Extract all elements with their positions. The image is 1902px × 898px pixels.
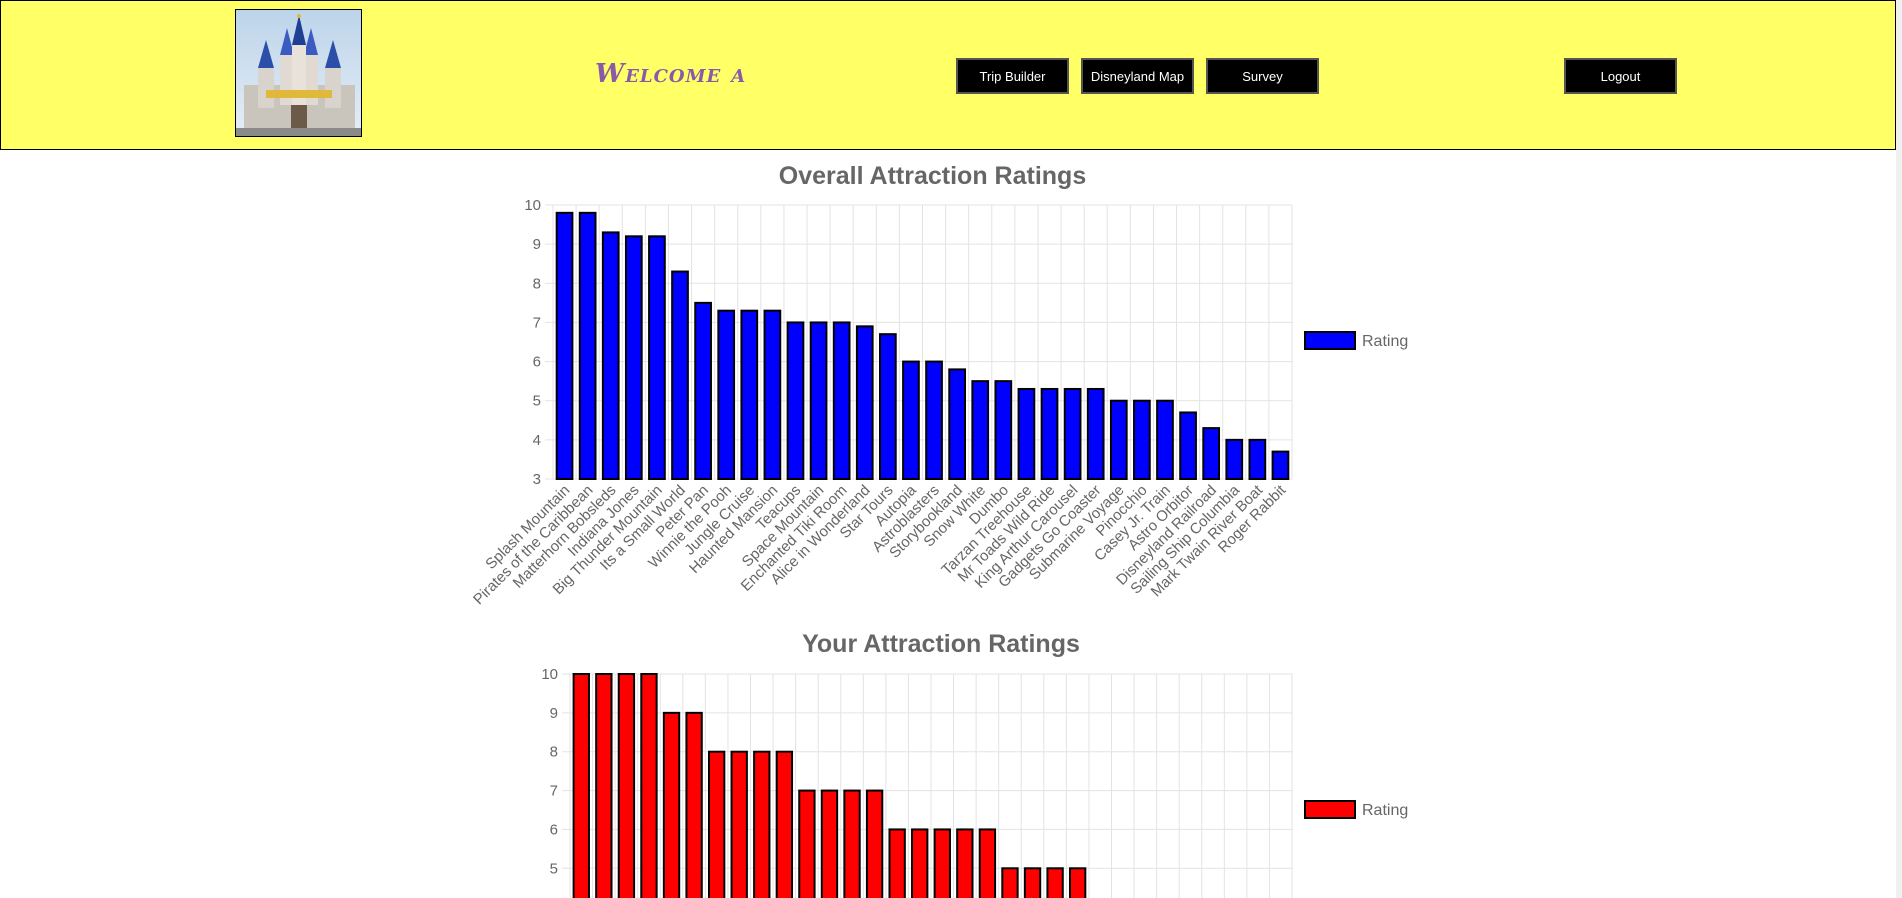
bar [1156,399,1174,480]
bar [685,711,703,898]
y-tick-label: 9 [550,705,558,722]
y-tick-label: 10 [524,197,541,214]
bar [740,309,759,480]
bar [879,333,897,480]
bar [888,828,906,898]
bar [1040,387,1059,481]
welcome-message: Welcome a [595,59,747,89]
bar [902,360,920,480]
bar [948,368,966,480]
y-tick-label: 6 [550,821,558,838]
y-tick-label: 5 [533,393,541,410]
bar [648,235,666,480]
legend-label: Rating [1362,802,1408,819]
bar [1133,399,1151,480]
bar [662,711,681,898]
y-tick-label: 9 [533,236,541,253]
bar [911,828,929,898]
bar [994,380,1013,480]
legend-swatch [1304,331,1356,350]
your-ratings-chart: Your Attraction Ratings 10 9 8 7 6 5 Rating [541,630,1408,898]
bar [809,321,828,480]
bar [1001,867,1019,898]
chart-title: Overall Attraction Ratings [779,162,1086,190]
logout-button[interactable]: Logout [1564,58,1677,94]
legend-label: Rating [1362,333,1408,350]
bar [832,321,851,480]
bar [1202,427,1221,481]
bar [798,789,816,898]
bar [865,789,884,898]
y-tick-label: 8 [533,275,541,292]
bar [753,750,771,898]
y-tick-label: 7 [550,783,558,800]
bar [707,750,726,898]
castle-logo [235,9,362,137]
page-scrollbar[interactable] [1896,0,1902,898]
y-tick-label: 7 [533,314,541,331]
bar [1023,867,1042,898]
legend-swatch [1304,800,1356,819]
bar [763,309,782,480]
bar [1225,438,1244,481]
bar [1017,387,1036,481]
y-tick-label: 8 [550,744,558,761]
bar [624,235,643,480]
bar [1063,387,1082,481]
bar [572,673,590,898]
bar [978,828,997,898]
bar [925,360,943,480]
bar [1271,450,1290,481]
bar [786,321,805,480]
bar [555,211,574,480]
trip-builder-button[interactable]: Trip Builder [956,58,1069,94]
disneyland-map-button[interactable]: Disneyland Map [1081,58,1194,94]
bar [694,301,712,480]
y-tick-label: 5 [550,860,558,877]
y-tick-label: 3 [533,471,541,488]
chart-title: Your Attraction Ratings [802,630,1080,658]
bar [843,789,861,898]
bar [971,380,990,480]
bar [1179,411,1197,481]
bar [671,270,689,480]
survey-button[interactable]: Survey [1206,58,1319,94]
bar [617,673,636,898]
site-header: Welcome a Trip Builder Disneyland Map Su… [0,0,1896,150]
bar [775,750,794,898]
bar [1109,399,1128,480]
bar [717,309,736,480]
bar [601,231,620,481]
bar [730,750,748,898]
overall-ratings-chart: Overall Attraction Ratings109876543Splas… [470,162,1408,608]
y-tick-label: 10 [541,666,558,683]
bar [640,673,658,898]
bar [855,325,874,480]
bar [956,828,974,898]
bar [1248,438,1267,481]
bar [1086,387,1105,481]
bar [1068,867,1087,898]
bar [578,211,597,480]
bar [595,673,613,898]
y-tick-label: 6 [533,354,541,371]
bar [933,828,951,898]
bar [820,789,839,898]
y-tick-label: 4 [533,432,541,449]
bar [1046,867,1064,898]
